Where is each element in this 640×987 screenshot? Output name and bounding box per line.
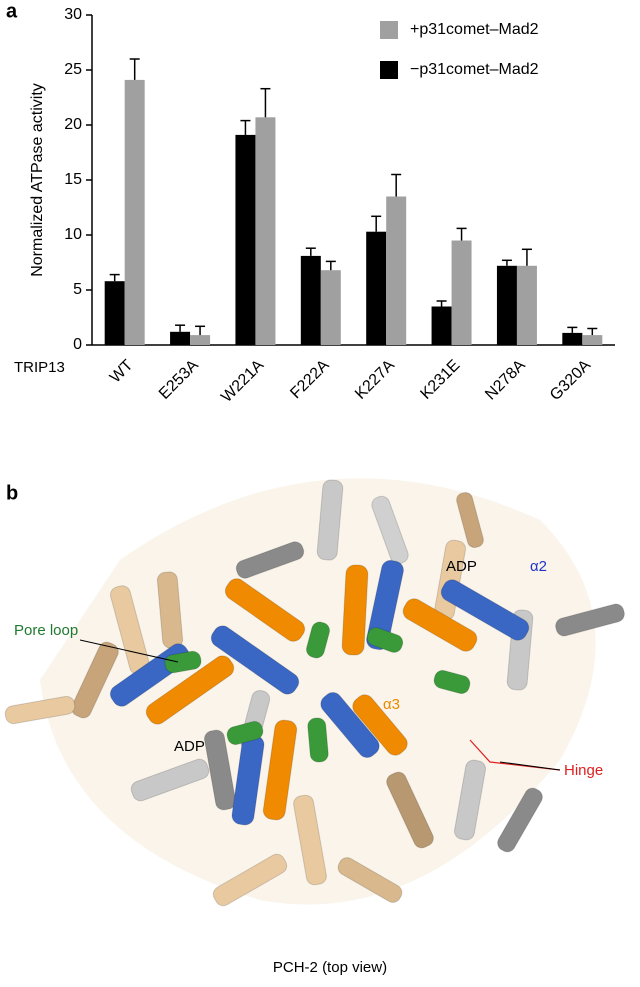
pointer-line xyxy=(79,639,179,663)
bar xyxy=(431,306,452,345)
bar xyxy=(516,265,537,345)
helix xyxy=(4,695,76,725)
x-tick-label: K227A xyxy=(352,357,398,403)
helix xyxy=(456,491,484,549)
structure-label: Pore loop xyxy=(14,622,78,639)
bar xyxy=(386,196,407,345)
y-tick-label: 20 xyxy=(64,116,82,133)
x-tick-label: E253A xyxy=(156,357,202,403)
helix xyxy=(433,669,471,695)
structure-label: α2 xyxy=(530,558,547,575)
bar xyxy=(255,117,276,345)
x-axis-label: TRIP13 xyxy=(14,359,65,376)
structure-label: ADP xyxy=(446,558,477,575)
x-tick-label: W221A xyxy=(218,357,267,406)
helix xyxy=(164,650,202,674)
y-tick-label: 10 xyxy=(64,226,82,243)
legend-label: −p31comet–Mad2 xyxy=(410,61,539,78)
bar xyxy=(582,335,603,345)
helix xyxy=(453,759,487,841)
bar xyxy=(320,270,341,345)
helix xyxy=(235,541,305,579)
helix xyxy=(366,559,404,651)
helix xyxy=(212,853,288,907)
helix xyxy=(316,479,344,561)
structure-label: Hinge xyxy=(564,762,603,779)
helix xyxy=(320,691,380,759)
helix xyxy=(305,621,331,659)
structure-label: α3 xyxy=(383,696,400,713)
helix xyxy=(145,655,235,725)
x-tick-label: K231E xyxy=(417,357,463,403)
bar xyxy=(124,79,145,346)
helix xyxy=(224,578,306,642)
y-tick-label: 5 xyxy=(73,281,82,298)
panel-label: a xyxy=(6,0,18,22)
helix xyxy=(71,641,119,719)
helix xyxy=(307,717,329,763)
legend-label: +p31comet–Mad2 xyxy=(410,21,539,38)
helix xyxy=(337,857,403,903)
helix xyxy=(386,771,434,849)
bar xyxy=(170,331,191,345)
legend-swatch xyxy=(380,21,398,39)
helix xyxy=(371,495,409,565)
x-tick-label: G320A xyxy=(547,357,594,404)
bar xyxy=(496,265,517,345)
bar xyxy=(366,231,387,345)
helix xyxy=(352,694,408,756)
bar xyxy=(300,255,321,345)
y-tick-label: 15 xyxy=(64,171,82,188)
helix xyxy=(366,627,404,653)
y-tick-label: 0 xyxy=(73,336,82,353)
helix xyxy=(497,787,543,853)
legend-swatch xyxy=(380,61,398,79)
y-tick-label: 25 xyxy=(64,61,82,78)
helix xyxy=(555,603,625,637)
x-tick-label: F222A xyxy=(287,357,333,403)
helix xyxy=(226,720,264,746)
helix xyxy=(130,758,210,802)
bar xyxy=(235,134,256,345)
helix xyxy=(210,625,300,695)
helix xyxy=(402,598,478,652)
helix xyxy=(203,729,237,811)
pointer-line xyxy=(499,761,561,771)
helix xyxy=(293,794,327,886)
x-tick-label: N278A xyxy=(482,357,529,404)
helix xyxy=(341,564,369,656)
y-tick-label: 30 xyxy=(64,6,82,23)
bar xyxy=(562,332,583,345)
structure-caption: PCH-2 (top view) xyxy=(273,959,387,976)
bar xyxy=(451,240,472,345)
structure-label: ADP xyxy=(174,738,205,755)
structure-drawing: Pore loop ADP α2 α3 Hinge ADP PCH-2 (top… xyxy=(4,478,625,976)
bar xyxy=(190,335,211,345)
helix xyxy=(262,719,298,821)
helix xyxy=(440,579,530,641)
y-axis-label: Normalized ATPase activity xyxy=(29,83,46,277)
panel-label: b xyxy=(6,482,18,504)
x-tick-label: WT xyxy=(107,357,137,387)
bar xyxy=(104,281,125,345)
